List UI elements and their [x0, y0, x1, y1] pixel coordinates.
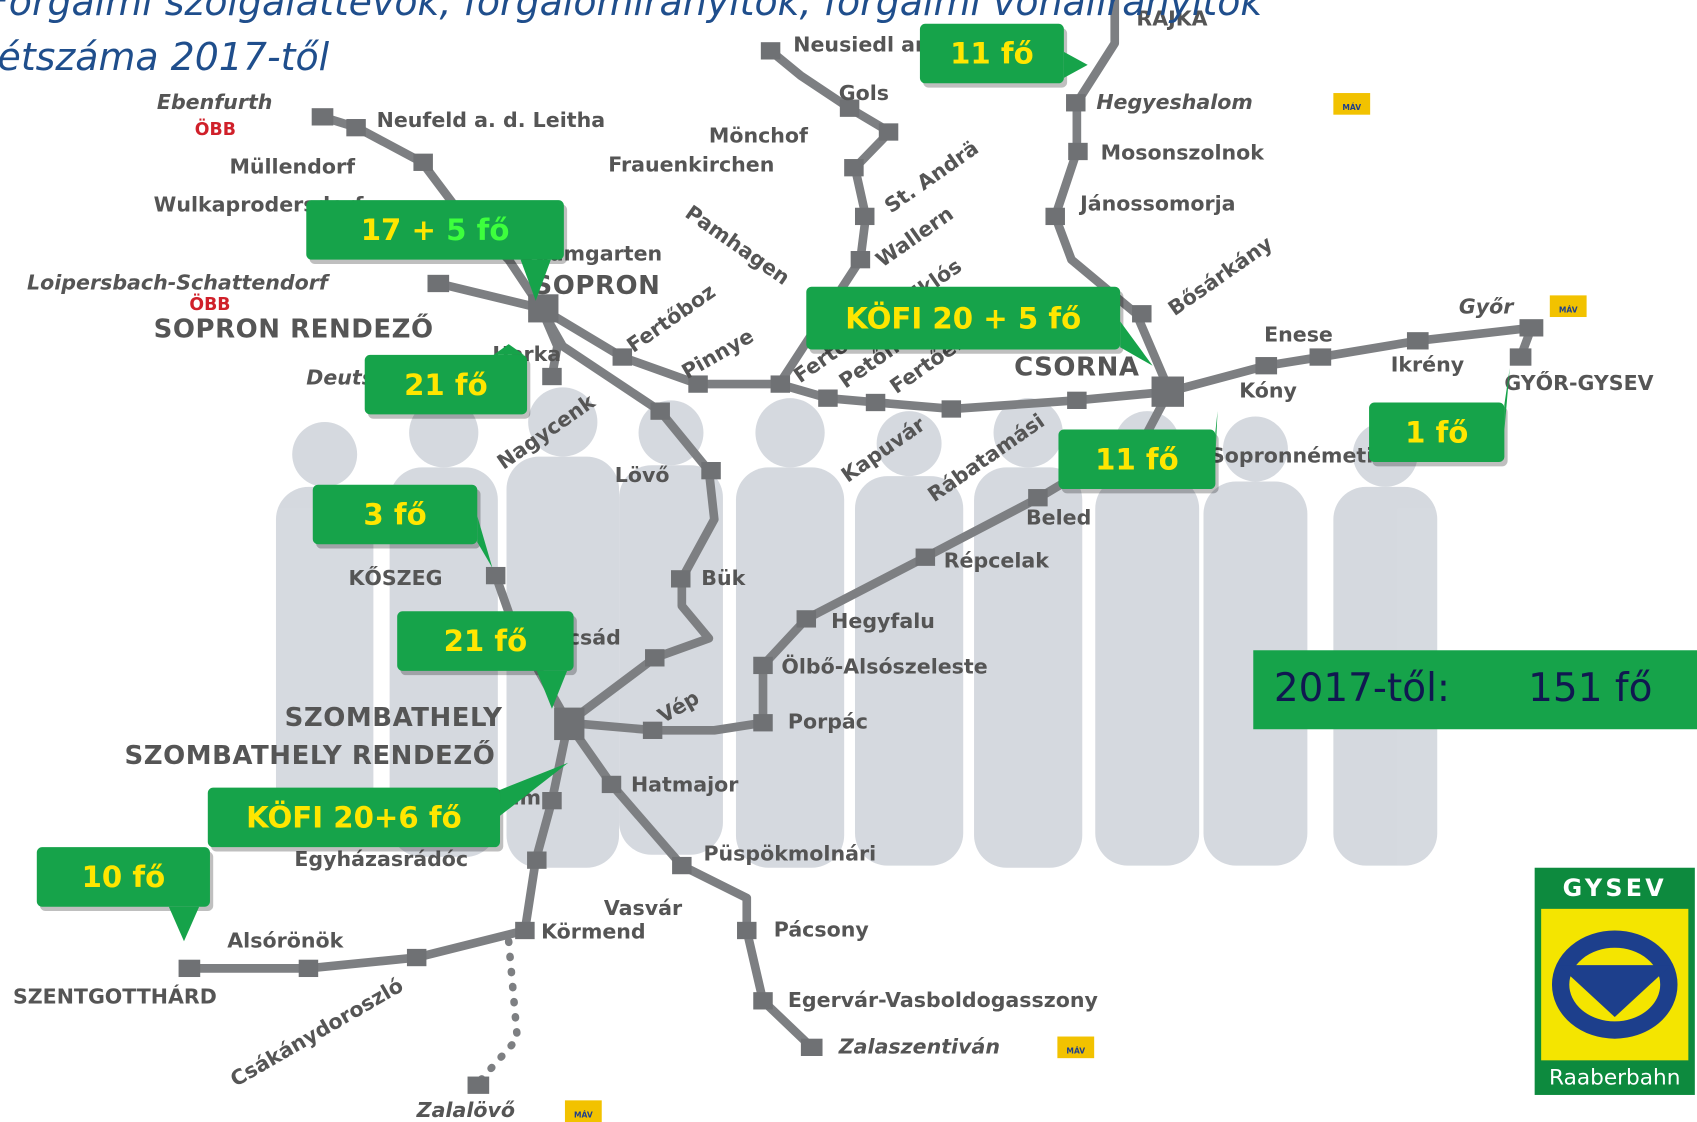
station-label: St. Andrä: [880, 136, 983, 218]
callout-tail: [169, 907, 199, 942]
station-label: Ölbő-Alsószeleste: [781, 654, 987, 679]
station-label: Jánossomorja: [1078, 191, 1235, 215]
station-label: GYŐR-GYSEV: [1504, 370, 1653, 395]
station-label: Bősárkány: [1164, 231, 1278, 321]
station-label: Alsórönök: [227, 928, 344, 952]
station-label: CSORNA: [1014, 352, 1139, 382]
callout: 10 fő: [37, 847, 213, 941]
station-label: Enese: [1264, 322, 1333, 346]
station-label: Répcelak: [944, 549, 1051, 573]
callout-tail: [1064, 52, 1088, 78]
obb-logo: ÖBB: [195, 118, 236, 140]
callout-text: 17 + 5 fő: [361, 213, 510, 247]
logo-top: GYSEV: [1563, 874, 1667, 902]
station-label: Mönchof: [709, 123, 809, 147]
station-label: SZOMBATHELY: [285, 703, 503, 733]
obb-logo: ÖBB: [189, 293, 230, 315]
station-label: Püspökmolnári: [703, 842, 876, 866]
callout-text: 21 fő: [444, 624, 528, 658]
station-label: Beled: [1026, 505, 1091, 529]
callout-text: 10 fő: [82, 860, 166, 894]
station-label: SZOMBATHELY RENDEZŐ: [124, 739, 495, 771]
station-label: Csákánydoroszló: [226, 973, 407, 1091]
callout-part: 11 fő: [1095, 442, 1179, 476]
station-label: Hatmajor: [631, 773, 739, 797]
callout-text: KÖFI 20+6 fő: [246, 801, 462, 835]
logo-bottom: Raaberbahn: [1549, 1066, 1680, 1091]
station-label: Sopronnémeti: [1210, 444, 1373, 468]
station-label: Ikrény: [1391, 353, 1465, 377]
total-box: 2017-től: 151 fő: [1253, 650, 1697, 729]
network-map: EbenfurthNeufeld a. d. LeithaMüllendorfW…: [0, 0, 1697, 1122]
callout-part: 11 fő: [950, 37, 1034, 71]
station-label: Bük: [701, 566, 746, 590]
station-label: Neufeld a. d. Leitha: [377, 108, 605, 132]
station-label: Pinnye: [677, 324, 757, 384]
station-label: Mosonszolnok: [1101, 141, 1266, 165]
station-label: SOPRON RENDEZŐ: [154, 313, 434, 345]
callout-part: 17 +: [361, 213, 446, 247]
total-value: 151 fő: [1528, 666, 1652, 711]
callout-text: 11 fő: [950, 37, 1034, 71]
station-label: Győr: [1459, 294, 1515, 318]
station-label: KŐSZEG: [348, 565, 442, 590]
callout-text: KÖFI 20 + 5 fő: [845, 301, 1081, 335]
callout: 1 fő: [1369, 368, 1510, 466]
callout-part: 21 fő: [444, 624, 528, 658]
station-label: Zalaszentiván: [838, 1034, 1000, 1058]
callout-text: 11 fő: [1095, 442, 1179, 476]
station-label: Vasvár: [604, 896, 683, 920]
station-label: Loipersbach-Schattendorf: [27, 270, 331, 294]
mav-logo-text: MÁV: [1342, 103, 1361, 112]
station-label: SZENTGOTTHÁRD: [13, 984, 217, 1009]
station-label: Frauenkirchen: [608, 153, 774, 177]
station-label: Lövő: [615, 463, 670, 487]
station-label: Zalalövő: [416, 1098, 515, 1122]
total-label: 2017-től:: [1274, 666, 1450, 711]
station-label: Pamhagen: [681, 200, 794, 289]
callout-part: KÖFI 20+6 fő: [246, 801, 462, 835]
mav-logo-text: MÁV: [1559, 306, 1578, 315]
station-label: Gols: [839, 81, 889, 105]
station-label: Hegyeshalom: [1096, 90, 1252, 114]
station-label: Egervár-Vasboldogasszony: [788, 988, 1099, 1012]
callout-part: 21 fő: [404, 368, 488, 402]
company-logo: GYSEV Raaberbahn: [1535, 868, 1695, 1095]
callout-text: 1 fő: [1405, 415, 1468, 449]
station-label: Müllendorf: [229, 155, 356, 179]
station-label: Ebenfurth: [157, 90, 272, 114]
callout-part: 1 fő: [1405, 415, 1468, 449]
title-line: Forgalmi szolgálattevők, forgalomirányít…: [0, 0, 1264, 24]
callout: 11 fő: [920, 24, 1088, 88]
station-label: Körmend: [541, 920, 646, 944]
callout: 21 fő: [365, 344, 531, 419]
mav-logo-text: MÁV: [1066, 1047, 1085, 1056]
callout-text: 3 fő: [363, 498, 426, 532]
station-label: Porpác: [788, 710, 868, 734]
station-label: Hegyfalu: [831, 609, 935, 633]
callout-part: 10 fő: [82, 860, 166, 894]
mav-logo-text: MÁV: [574, 1111, 593, 1120]
callout-part: KÖFI 20 + 5 fő: [845, 301, 1081, 335]
title-line: létszáma 2017-től: [0, 35, 330, 79]
station-label: Pácsony: [774, 917, 870, 941]
station-label: Kóny: [1239, 379, 1297, 403]
callout-part: 3 fő: [363, 498, 426, 532]
callout-part: 5 fő: [446, 213, 509, 247]
station-label: SOPRON: [534, 271, 661, 301]
callout-text: 21 fő: [404, 368, 488, 402]
